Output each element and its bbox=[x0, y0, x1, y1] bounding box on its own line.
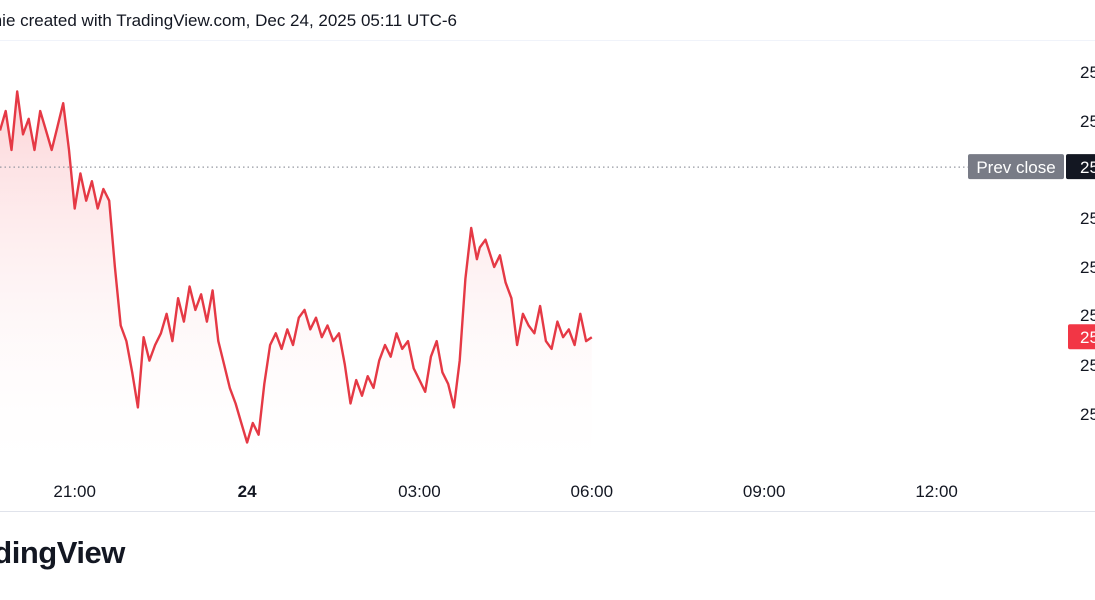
current-price-badge bbox=[1068, 324, 1095, 350]
prev-close-value-badge bbox=[1066, 154, 1095, 180]
x-tick-label: 12:00 bbox=[915, 482, 958, 501]
y-axis: 25 25 25 25 25 25 25 25 bbox=[1080, 63, 1095, 424]
x-tick-label: 03:00 bbox=[398, 482, 441, 501]
y-tick-label: 25 bbox=[1080, 209, 1095, 228]
prev-close-badge bbox=[968, 154, 1064, 180]
y-tick-label: 25 bbox=[1080, 405, 1095, 424]
footer-separator bbox=[0, 511, 1095, 512]
y-tick-label: 25 bbox=[1080, 112, 1095, 131]
x-tick-label: 09:00 bbox=[743, 482, 786, 501]
y-tick-label: 25 bbox=[1080, 258, 1095, 277]
chart-caption: mie created with TradingView.com, Dec 24… bbox=[0, 11, 457, 30]
price-badges: Prev close 25 25 bbox=[968, 154, 1095, 350]
price-area-layer bbox=[0, 91, 592, 467]
tradingview-logo-text: radingView bbox=[0, 535, 125, 570]
x-axis: 21:00 24 03:00 06:00 09:00 12:00 bbox=[53, 482, 957, 501]
header-bar: mie created with TradingView.com, Dec 24… bbox=[0, 0, 1095, 41]
x-tick-label: 06:00 bbox=[571, 482, 614, 501]
x-tick-label: 21:00 bbox=[53, 482, 96, 501]
prev-close-value: 25 bbox=[1080, 158, 1095, 177]
y-tick-label: 25 bbox=[1080, 356, 1095, 375]
price-line-layer bbox=[0, 90, 593, 444]
current-price-value: 25 bbox=[1080, 328, 1095, 347]
x-tick-label: 24 bbox=[238, 482, 257, 501]
price-line bbox=[0, 90, 593, 444]
y-tick-label: 25 bbox=[1080, 63, 1095, 82]
price-area bbox=[0, 91, 592, 467]
prev-close-label: Prev close bbox=[976, 158, 1055, 177]
y-tick-label: 25 bbox=[1080, 306, 1095, 325]
